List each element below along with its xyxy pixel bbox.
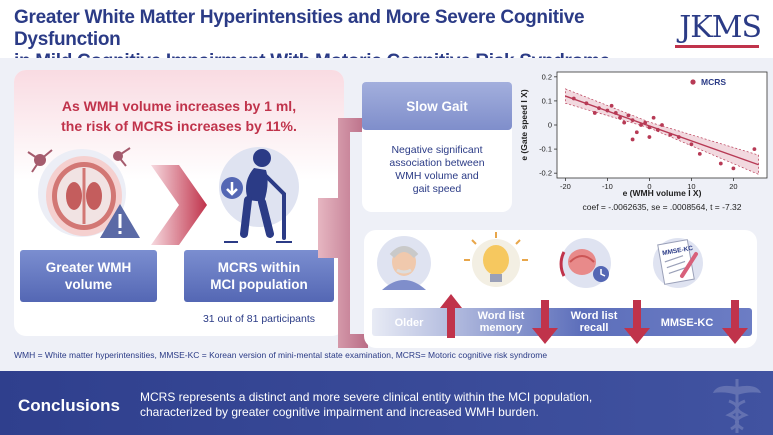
- participants-count: 31 out of 81 participants: [202, 313, 316, 325]
- journal-logo: JKMS: [679, 10, 762, 45]
- mmse-kc-label: MMSE-KC: [660, 317, 714, 329]
- conclusion-title: Conclusions: [18, 396, 121, 415]
- up-arrow-icon: [440, 294, 462, 338]
- main-content: As WMH volume increases by 1 ml, the ris…: [0, 58, 773, 371]
- cognitive-label-bar: [372, 308, 752, 336]
- x-tick-label: 10: [687, 182, 695, 191]
- conclusion-line-2: characterized by greater cognitive impai…: [140, 405, 539, 419]
- data-point: [718, 161, 723, 166]
- caduceus-icon: [713, 379, 761, 433]
- data-point: [651, 115, 656, 120]
- data-point: [676, 135, 681, 139]
- left-panel: As WMH volume increases by 1 ml, the ris…: [14, 70, 344, 336]
- footnote: WMH = White matter hyperintensities, MMS…: [14, 350, 548, 360]
- data-point: [752, 147, 757, 151]
- mcrs-box: MCRS within MCI population: [184, 250, 334, 302]
- headline-line-2: the risk of MCRS increases by 11%.: [61, 118, 297, 134]
- slow-gait-panel: Slow Gait Negative significant associati…: [362, 82, 512, 212]
- y-tick-label: 0: [548, 121, 552, 130]
- risk-headline: As WMH volume increases by 1 ml, the ris…: [14, 96, 344, 136]
- data-point: [639, 123, 643, 127]
- test-paper-icon: MMSE-KC: [653, 238, 703, 288]
- chart-caption: coef = -.0062635, se = .0008564, t = -7.…: [582, 202, 741, 212]
- word-list-recall-label: Word list recall: [569, 310, 619, 334]
- y-tick-label: -0.2: [539, 169, 552, 178]
- data-point: [618, 115, 622, 120]
- cognitive-icons: MMSE-KC: [377, 232, 703, 290]
- slow-gait-description: Negative significant association between…: [368, 144, 506, 196]
- greater-wmh-line-1: Greater WMH: [45, 260, 132, 275]
- branch-connector: [318, 118, 368, 348]
- slow-gait-box: Slow Gait: [362, 82, 512, 130]
- y-axis-label: e (Gate speed I X): [519, 89, 529, 160]
- x-axis-label: e (WMH volume I X): [623, 188, 702, 198]
- confidence-band: [565, 88, 759, 175]
- down-arrow-icon: [532, 300, 558, 344]
- data-point: [643, 120, 648, 125]
- data-point: [630, 118, 635, 123]
- data-point: [660, 123, 664, 127]
- slow-gait-text-1: Negative significant: [391, 144, 483, 156]
- older-person-icon: [377, 236, 431, 290]
- older-label: Older: [394, 317, 424, 329]
- word-list-memory-line-1: Word list: [477, 310, 525, 322]
- data-point: [597, 106, 601, 111]
- conclusion-text: MCRS represents a distinct and more seve…: [140, 390, 700, 420]
- data-point: [668, 132, 673, 137]
- word-list-memory-label: Word list memory: [476, 310, 526, 334]
- data-point: [609, 103, 614, 108]
- mcrs-line-1: MCRS within: [217, 260, 301, 275]
- brain-clock-icon: [559, 238, 611, 288]
- x-tick-label: 0: [647, 182, 651, 191]
- data-point: [647, 135, 652, 139]
- data-point: [630, 137, 635, 142]
- data-point: [634, 130, 639, 135]
- brain-warning-icon: [27, 147, 140, 238]
- data-point: [613, 111, 618, 115]
- slow-gait-text-4: gait speed: [412, 183, 462, 195]
- word-list-recall-line-2: recall: [579, 322, 609, 334]
- word-list-memory-line-2: memory: [479, 322, 523, 334]
- arrow-right-icon: [151, 165, 207, 245]
- x-tick-label: 20: [729, 182, 737, 191]
- data-point: [655, 127, 660, 132]
- data-point: [626, 113, 631, 118]
- data-point: [605, 108, 610, 113]
- conclusion-line-1: MCRS represents a distinct and more seve…: [140, 390, 593, 404]
- header: Greater White Matter Hyperintensities an…: [0, 0, 773, 72]
- scatter-chart: -20 -10 0 10 20 0.2 0.1 0 -0.1 -0.2 MCRS e (WMH v…: [515, 68, 773, 218]
- greater-wmh-line-2: volume: [64, 277, 113, 292]
- slow-gait-text-3: WMH volume and: [395, 170, 479, 182]
- data-point: [697, 152, 702, 156]
- y-tick-label: -0.1: [539, 145, 552, 154]
- greater-wmh-box: Greater WMH volume: [20, 250, 157, 302]
- data-point: [584, 101, 589, 106]
- logo-underline: [675, 45, 759, 48]
- y-tick-label: 0.1: [542, 96, 552, 105]
- down-arrow-icon: [624, 300, 650, 344]
- stooped-person-icon: [219, 147, 299, 243]
- cognitive-panel: MMSE-KC Older Word list memory Word list…: [364, 230, 757, 348]
- conclusion-bar: Conclusions MCRS represents a distinct a…: [0, 371, 773, 435]
- x-tick-label: -10: [602, 182, 613, 191]
- data-point: [731, 166, 736, 171]
- x-tick-label: -20: [560, 182, 571, 191]
- data-point: [689, 142, 694, 147]
- mcrs-line-2: MCI population: [210, 277, 308, 292]
- word-list-recall-line-1: Word list: [570, 310, 618, 322]
- data-point: [647, 125, 652, 130]
- headline-line-1: As WMH volume increases by 1 ml,: [61, 98, 297, 114]
- lightbulb-icon: [464, 232, 528, 287]
- down-arrow-icon: [722, 300, 748, 344]
- slow-gait-text-2: association between: [389, 157, 485, 169]
- legend-label: MCRS: [701, 77, 726, 87]
- data-point: [622, 120, 627, 125]
- legend-marker: [690, 79, 696, 85]
- data-point: [592, 111, 597, 115]
- data-point: [571, 96, 576, 101]
- y-tick-label: 0.2: [542, 72, 552, 81]
- title-line-1: Greater White Matter Hyperintensities an…: [14, 7, 585, 50]
